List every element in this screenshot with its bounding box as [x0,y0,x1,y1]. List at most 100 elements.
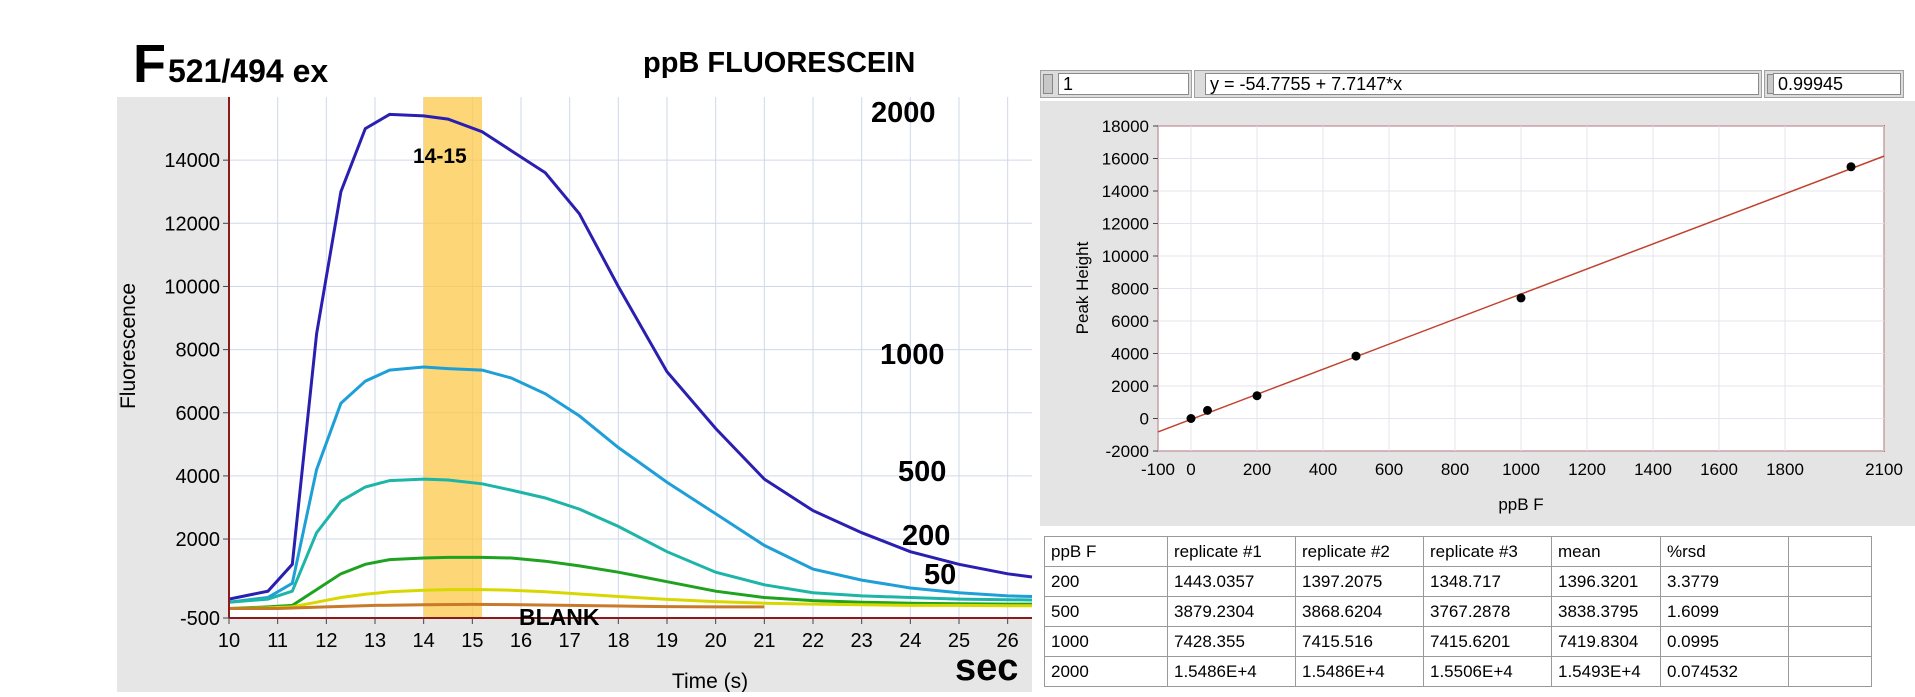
sec-label: sec [955,647,1018,689]
x-tick-label: 10 [218,630,240,652]
blank-label: BLANK [519,604,600,630]
table-cell: 3767.2878 [1423,596,1552,627]
x-tick-label: 11 [267,630,288,652]
calibration-y-tick: -2000 [1106,442,1149,461]
x-tick-label: 15 [461,630,483,652]
table-cell: 1.5506E+4 [1423,656,1552,687]
calibration-chart: -100 0 200 400 600 800 1000 1200 1400 1600 1800 210… [1040,101,1915,526]
equation-field[interactable]: y = -54.7755 + 7.7147*x [1205,73,1759,95]
calibration-point [1516,293,1526,303]
table-cell [1788,596,1872,627]
table-cell: 0.0995 [1660,626,1789,657]
fluorescence-chart-panel: 10 11 12 13 14 15 16 17 18 19 20 21 22 23 24 25 26 -500 20… [117,34,1033,693]
table-cell: 1.6099 [1660,596,1789,627]
y-tick-label: 12000 [164,213,220,235]
calibration-y-tick: 4000 [1111,345,1149,364]
table-row[interactable]: 1000 7428.355 7415.516 7415.6201 7419.83… [1044,626,1872,657]
table-cell: 7428.355 [1167,626,1296,657]
x-axis-label: Time (s) [672,670,748,692]
table-cell: 3838.3795 [1551,596,1661,627]
table-row[interactable]: 2000 1.5486E+4 1.5486E+4 1.5506E+4 1.549… [1044,656,1872,687]
calibration-y-tick: 2000 [1111,377,1149,396]
table-header: ppB F [1044,536,1168,567]
table-cell: 7415.6201 [1423,626,1552,657]
x-tick-label: 24 [899,630,921,652]
series-annotation-500: 500 [898,456,946,488]
calibration-x-tick: 800 [1441,460,1469,479]
calibration-y-tick: 16000 [1102,150,1149,169]
table-header: replicate #1 [1167,536,1296,567]
y-tick-label: 4000 [176,466,221,488]
series-lines [228,112,1033,610]
table-cell: 1397.2075 [1295,566,1424,597]
table-cell: 1396.3201 [1551,566,1661,597]
calibration-y-tick: 10000 [1102,247,1149,266]
index-field[interactable]: 1 [1058,73,1189,95]
title-big-letter: F [133,34,166,94]
table-row[interactable]: 500 3879.2304 3868.6204 3767.2878 3838.3… [1044,596,1872,627]
calibration-x-tick: 1400 [1634,460,1672,479]
calibration-grid [1157,125,1885,452]
calibration-point [1351,351,1361,361]
x-tick-label: 22 [802,630,824,652]
table-cell: 2000 [1044,656,1168,687]
y-tick-label: -500 [180,608,220,630]
table-cell: 1.5493E+4 [1551,656,1661,687]
y-tick-label: 14000 [164,150,220,172]
calibration-x-tick: -100 [1141,460,1175,479]
index-control[interactable]: 1 [1040,70,1192,98]
calibration-y-label: Peak Height [1073,241,1092,334]
x-tick-label: 13 [364,630,386,652]
calibration-y-tick: 6000 [1111,312,1149,331]
series-line-blank [229,602,765,610]
calibration-point [1252,391,1262,401]
y-tick-label: 6000 [176,403,221,425]
calibration-point [1203,405,1212,415]
x-tick-label: 14 [413,630,435,652]
subtitle: ppB FLUORESCEIN [643,47,915,79]
x-tick-label: 17 [559,630,581,652]
x-tick-label: 12 [315,630,337,652]
y-tick-label: 2000 [176,529,221,551]
table-cell [1788,566,1872,597]
index-spinner[interactable] [1043,74,1053,94]
calibration-x-tick: 1600 [1700,460,1738,479]
table-cell: 7419.8304 [1551,626,1661,657]
series-line-50 [228,588,1032,610]
fluorescence-chart: 10 11 12 13 14 15 16 17 18 19 20 21 22 23 24 25 26 -500 20… [117,34,1033,693]
calibration-y-tick: 0 [1140,410,1149,429]
replicate-table: ppB F replicate #1 replicate #2 replicat… [1044,536,1872,687]
calibration-point [1186,414,1196,423]
table-cell: 1443.0357 [1167,566,1296,597]
calibration-x-tick: 0 [1186,460,1195,479]
table-header: replicate #2 [1295,536,1424,567]
table-header [1788,536,1872,567]
x-tick-label: 16 [510,630,532,652]
calibration-x-tick: 2100 [1865,460,1903,479]
table-cell: 3879.2304 [1167,596,1296,627]
x-tick-label: 18 [607,630,629,652]
table-cell [1788,626,1872,657]
highlight-band [423,97,483,618]
series-line-2000 [228,112,1033,601]
calibration-x-tick: 600 [1375,460,1403,479]
calibration-points [1186,162,1856,423]
calibration-x-label: ppB F [1498,495,1543,514]
x-tick-label: 19 [656,630,678,652]
r-value-control[interactable]: 0.99945 [1764,70,1904,98]
table-cell: 1000 [1044,626,1168,657]
table-cell: 7415.516 [1295,626,1424,657]
x-tick-label: 23 [851,630,873,652]
r-value-field[interactable]: 0.99945 [1773,73,1901,95]
axis-ticks: 10 11 12 13 14 15 16 17 18 19 20 21 22 23 24 25 26 -500 20… [164,150,1018,652]
equation-control[interactable]: y = -54.7755 + 7.7147*x [1194,70,1762,98]
calibration-x-tick: 1000 [1502,460,1540,479]
series-annotation-50: 50 [924,559,956,591]
table-row[interactable]: 200 1443.0357 1397.2075 1348.717 1396.32… [1044,566,1872,597]
table-header-row: ppB F replicate #1 replicate #2 replicat… [1044,536,1872,567]
calibration-y-tick: 8000 [1111,280,1149,299]
highlight-label: 14-15 [413,145,467,168]
series-line-500 [228,477,1033,604]
table-cell: 500 [1044,596,1168,627]
y-axis-label: Fluorescence [117,283,140,409]
